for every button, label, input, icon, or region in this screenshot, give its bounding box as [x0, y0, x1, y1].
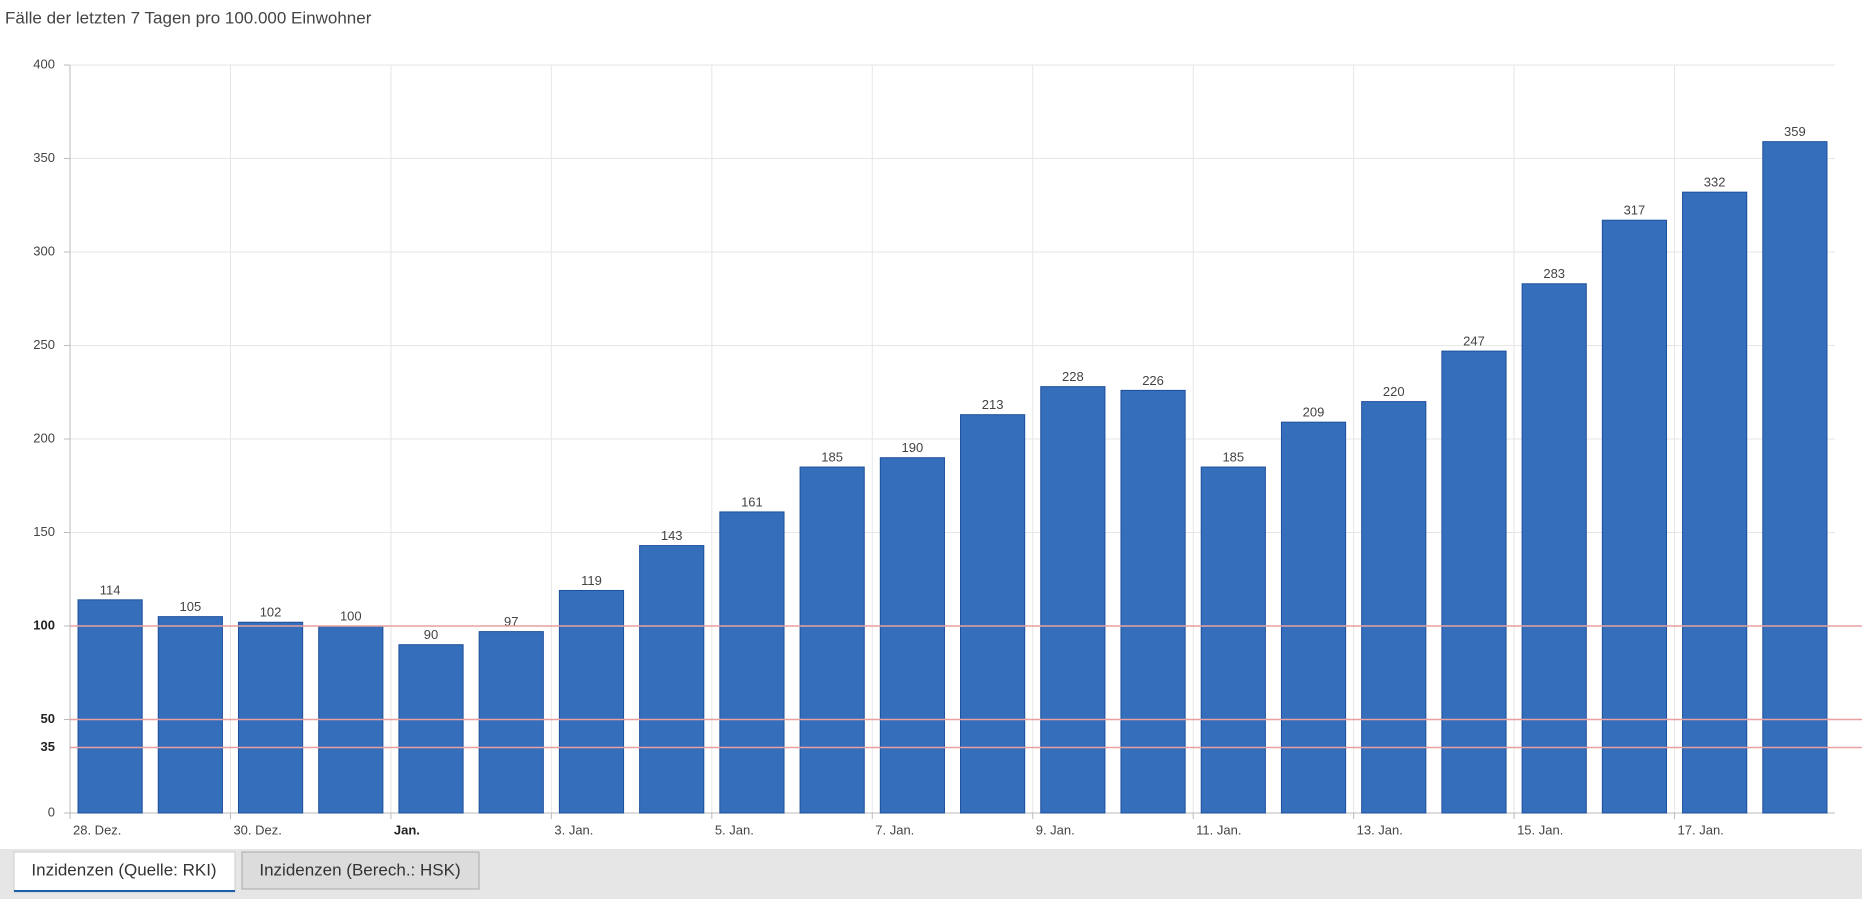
x-tick-label: 5. Jan. — [715, 822, 754, 837]
x-tick-label: 17. Jan. — [1678, 822, 1724, 837]
value-label: 143 — [661, 528, 683, 543]
bar — [1361, 401, 1427, 814]
value-label: 209 — [1303, 405, 1325, 420]
tab-label[interactable]: Inzidenzen (Quelle: RKI) — [31, 860, 216, 879]
reference-label: 35 — [41, 739, 55, 754]
bar — [558, 589, 625, 814]
value-label: 119 — [581, 573, 602, 588]
bar — [1762, 141, 1828, 814]
bar — [879, 457, 945, 814]
y-tick-label: 250 — [33, 337, 55, 352]
bar — [1682, 191, 1748, 814]
tab-label[interactable]: Inzidenzen (Berech.: HSK) — [259, 860, 460, 879]
value-label: 220 — [1383, 384, 1405, 399]
y-tick-label: 350 — [33, 150, 55, 165]
bar — [1280, 421, 1347, 814]
value-label: 228 — [1062, 369, 1084, 384]
y-tick-label: 100 — [33, 617, 55, 632]
value-label: 100 — [340, 608, 362, 623]
x-tick-label: 9. Jan. — [1036, 822, 1075, 837]
bar — [1200, 466, 1266, 814]
x-tick-label: 28. Dez. — [73, 822, 121, 837]
value-label: 190 — [902, 440, 924, 455]
bar — [157, 616, 223, 814]
value-label: 283 — [1543, 266, 1565, 281]
value-label: 161 — [741, 494, 763, 509]
value-label: 105 — [179, 599, 201, 614]
y-tick-label: 150 — [33, 524, 55, 539]
bar — [719, 511, 785, 814]
bar — [77, 599, 143, 814]
y-tick-label: 300 — [33, 243, 55, 258]
tab-active[interactable] — [13, 851, 236, 893]
value-label: 185 — [821, 449, 843, 464]
value-label: 97 — [504, 614, 518, 629]
bar — [639, 545, 705, 814]
y-tick-label: 50 — [41, 711, 55, 726]
chart-title: Fälle der letzten 7 Tagen pro 100.000 Ei… — [5, 8, 372, 27]
x-tick-label: 3. Jan. — [554, 822, 593, 837]
x-tick-label: 7. Jan. — [875, 822, 914, 837]
value-label: 247 — [1463, 334, 1485, 349]
tab[interactable] — [241, 851, 480, 890]
y-tick-label: 200 — [33, 430, 55, 445]
bar — [1441, 350, 1507, 814]
x-tick-label: 11. Jan. — [1196, 822, 1241, 837]
bar — [799, 466, 865, 814]
x-tick-label: Jan. — [394, 822, 420, 837]
value-label: 332 — [1704, 175, 1726, 190]
value-label: 185 — [1222, 449, 1244, 464]
x-tick-label: 30. Dez. — [233, 822, 281, 837]
bar — [1601, 219, 1668, 814]
value-label: 90 — [424, 627, 438, 642]
value-label: 114 — [100, 582, 121, 597]
bar — [1521, 283, 1587, 814]
value-label: 226 — [1142, 373, 1164, 388]
y-tick-label: 0 — [48, 804, 55, 819]
value-label: 213 — [982, 397, 1004, 412]
bar — [478, 631, 544, 814]
bar — [960, 414, 1026, 814]
value-label: 359 — [1784, 124, 1806, 139]
x-tick-label: 15. Jan. — [1517, 822, 1563, 837]
value-label: 317 — [1624, 203, 1646, 218]
bar — [237, 621, 304, 814]
value-label: 102 — [260, 605, 282, 620]
x-tick-label: 13. Jan. — [1357, 822, 1403, 837]
bar — [1120, 389, 1186, 814]
y-tick-label: 400 — [33, 56, 55, 71]
bar — [398, 644, 464, 814]
bar — [1040, 386, 1106, 814]
